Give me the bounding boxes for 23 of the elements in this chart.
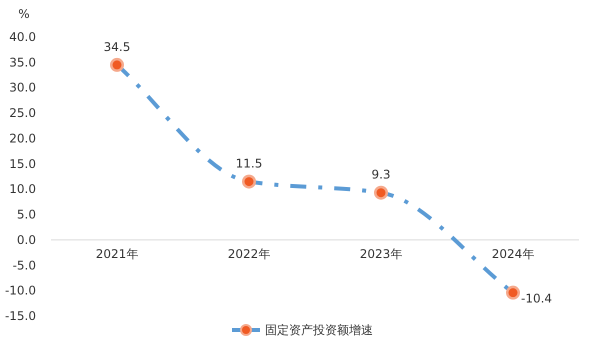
x-tick-label: 2023年 bbox=[360, 246, 402, 261]
y-tick-label: -10.0 bbox=[4, 284, 36, 298]
data-label: 11.5 bbox=[236, 156, 262, 171]
y-tick-label: 40.0 bbox=[9, 30, 36, 44]
data-label: 34.5 bbox=[104, 40, 130, 54]
x-tick-label: 2022年 bbox=[228, 246, 270, 261]
y-tick-label: 25.0 bbox=[9, 106, 36, 120]
y-tick-label: 35.0 bbox=[9, 55, 36, 70]
legend-label: 固定资产投资额增速 bbox=[265, 323, 373, 337]
y-tick-label: -5.0 bbox=[12, 258, 36, 272]
y-tick-label: 5.0 bbox=[16, 208, 36, 222]
y-tick-label: 10.0 bbox=[9, 182, 36, 196]
data-label: -10.4 bbox=[521, 292, 552, 306]
y-tick-label: 20.0 bbox=[9, 131, 36, 146]
x-tick-label: 2024年 bbox=[492, 246, 534, 261]
y-tick-label: -15.0 bbox=[4, 309, 36, 323]
data-label: 9.3 bbox=[371, 168, 391, 182]
y-tick-label: 15.0 bbox=[9, 156, 36, 171]
y-axis-title: % bbox=[18, 7, 30, 21]
y-tick-label: 0.0 bbox=[16, 232, 36, 247]
legend: 固定资产投资额增速 bbox=[232, 323, 373, 337]
y-tick-label: 30.0 bbox=[9, 80, 36, 95]
x-tick-label: 2021年 bbox=[96, 246, 138, 261]
